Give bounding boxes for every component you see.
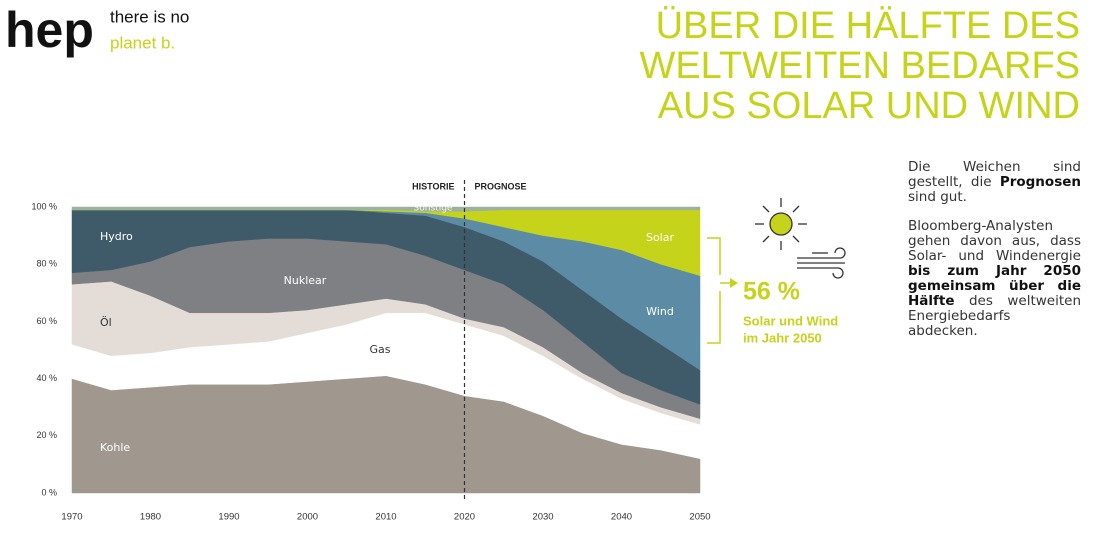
callout-arrow <box>730 278 738 288</box>
x-tick-label: 2050 <box>689 512 710 523</box>
y-tick-label: 80 % <box>36 259 57 269</box>
text-run: sind gut. <box>908 189 967 205</box>
y-tick-label: 0 % <box>41 487 57 497</box>
x-tick-label: 1990 <box>218 512 239 523</box>
x-tick-label: 1980 <box>140 512 161 523</box>
text-run: bis zum Jahr 2050 gemeinsam über die Häl… <box>908 263 1081 309</box>
y-tick-label: 100 % <box>31 201 57 211</box>
x-tick-label: 2010 <box>375 512 396 523</box>
paragraph: Die Weichen sind gestellt, die Prognosen… <box>908 160 1081 205</box>
sidebar: Die Weichen sind gestellt, die Prognosen… <box>908 160 1081 353</box>
series-label: Wind <box>646 305 674 318</box>
series-label: Öl <box>100 316 112 329</box>
tagline: there is no <box>110 7 189 26</box>
callout-text: im Jahr 2050 <box>743 330 822 345</box>
plot: Kohle Gas Öl Nuklear Hydro Wind Solar Sonstige 0… <box>31 180 711 523</box>
text-run: des weltweiten Energiebedarfs abdecken. <box>908 293 1081 339</box>
x-tick-label: 1970 <box>61 512 82 523</box>
title: WELTWEITEN BEDARFS <box>639 45 1080 87</box>
y-tick-label: 60 % <box>36 316 57 326</box>
wind-icon <box>797 247 846 279</box>
paragraph: Bloomberg-Analysten gehen davon aus, das… <box>908 219 1081 339</box>
y-tick-label: 20 % <box>36 430 57 440</box>
text-run: Bloomberg-Analysten gehen davon aus, das… <box>908 218 1081 264</box>
period-label: PROGNOSE <box>475 181 527 191</box>
tagline: planet b. <box>110 33 175 52</box>
x-tick-label: 2020 <box>454 512 475 523</box>
series-label: Solar <box>646 231 675 244</box>
series-label: Kohle <box>100 441 130 454</box>
series-label: Sonstige <box>414 204 453 214</box>
area <box>71 206 701 212</box>
callout-bracket <box>707 237 730 344</box>
series-label: Hydro <box>100 230 133 243</box>
title: AUS SOLAR UND WIND <box>658 85 1080 127</box>
title: ÜBER DIE HÄLFTE DES <box>656 5 1080 47</box>
x-tick-label: 2030 <box>532 512 553 523</box>
x-tick-label: 2040 <box>611 512 632 523</box>
text-run: Die Weichen sind gestellt, die <box>908 159 1081 190</box>
x-tick-label: 2000 <box>297 512 318 523</box>
text-run: Prognosen <box>999 174 1081 190</box>
y-tick-label: 40 % <box>36 373 57 383</box>
callout-value: 56 % <box>743 278 800 306</box>
logo: hep <box>5 2 94 58</box>
callout-text: Solar und Wind <box>743 313 838 328</box>
series-label: Nuklear <box>284 274 327 287</box>
period-label: HISTORIE <box>412 181 454 191</box>
sun-icon <box>755 198 807 250</box>
series-label: Gas <box>370 343 391 356</box>
